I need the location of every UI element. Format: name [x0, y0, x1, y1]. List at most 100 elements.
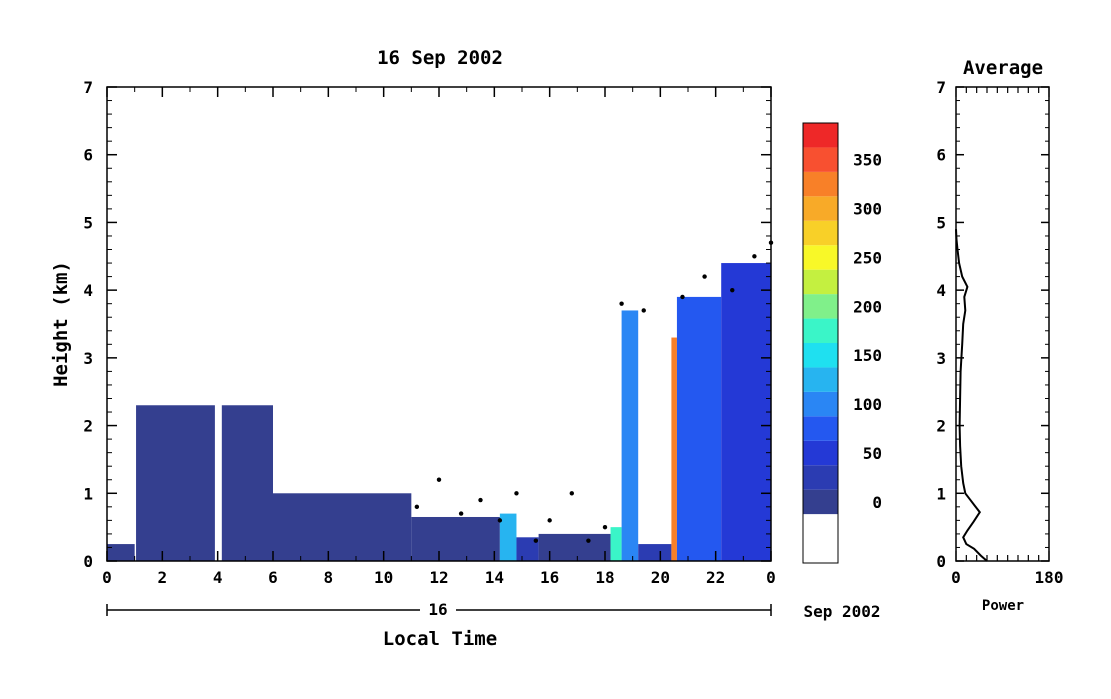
colorbar-cell	[803, 147, 838, 172]
y-tick-label: 7	[83, 78, 93, 97]
x-tick-label: 18	[595, 568, 614, 587]
height-time-heatmap: 16 Sep 2002 0 2 4 6 8 10 12 14 16 18 20 22 0 0123456…	[50, 47, 881, 650]
layer-top-point	[547, 518, 552, 523]
layer-top-point	[414, 504, 420, 510]
layer-top-point	[730, 287, 735, 293]
average-profile-panel: Average 0 1 2 3 4 5 6 7 0 180 Power	[936, 57, 1063, 614]
colorbar-tick-labels: 0 50 100 150 200 250 300 350	[853, 151, 882, 512]
layer-top-point	[752, 254, 757, 259]
heatmap-region	[538, 533, 611, 561]
x-tick-label: 0	[102, 568, 112, 587]
average-x-axis-label: Power	[982, 598, 1024, 614]
colorbar-tick-label: 150	[853, 346, 882, 365]
x-tick-label: 16	[540, 568, 559, 587]
heatmap-region	[221, 405, 273, 561]
heatmap-region	[621, 310, 639, 561]
colorbar-cell	[803, 196, 838, 221]
layer-top-point	[602, 524, 608, 530]
average-x-axis-ticks: 0 180	[951, 87, 1063, 587]
heatmap-region	[136, 405, 215, 561]
heatmap-region	[676, 296, 722, 561]
colorbar: 0 50 100 150 200 250 300 350	[802, 122, 882, 564]
y-tick-label: 3	[83, 349, 93, 368]
colorbar-tick-label: 50	[863, 444, 882, 463]
y-tick-label: 0	[83, 552, 93, 571]
heatmap-region	[671, 337, 677, 561]
layer-top-point	[478, 497, 483, 503]
layer-top-point	[436, 477, 442, 482]
colorbar-tick-label: 200	[853, 297, 882, 316]
x-tick-label: 10	[374, 568, 393, 587]
heatmap-region	[638, 544, 672, 561]
colorbar-tick-label: 100	[853, 395, 882, 414]
layer-top-point	[641, 308, 646, 313]
avg-y-tick-label: 1	[936, 484, 946, 503]
colorbar-cell	[803, 489, 838, 515]
average-y-axis-ticks: 0 1 2 3 4 5 6 7	[936, 78, 1049, 571]
colorbar-cells	[803, 123, 838, 563]
layer-top-point	[514, 491, 519, 496]
heatmap-region	[610, 527, 622, 561]
x-tick-label: 12	[429, 568, 448, 587]
colorbar-frame	[802, 122, 839, 564]
y-axis-label: Height (km)	[50, 261, 72, 387]
colorbar-tick-label: 0	[872, 493, 882, 512]
y-tick-label: 6	[83, 146, 93, 165]
avg-x-tick-label: 0	[951, 568, 961, 587]
heatmap-regions	[107, 263, 771, 561]
colorbar-cell	[803, 269, 838, 295]
colorbar-cell	[803, 343, 838, 368]
x-axis-ticks: 0 2 4 6 8 10 12 14 16 18 20 22 0	[102, 87, 776, 587]
y-tick-label: 5	[83, 213, 93, 232]
heatmap-region	[273, 493, 412, 561]
layer-top-point	[586, 538, 591, 543]
layer-top-point	[533, 538, 539, 543]
colorbar-cell	[803, 367, 838, 392]
heatmap-region	[411, 516, 500, 561]
avg-y-tick-label: 0	[936, 552, 946, 571]
layer-top-point	[497, 518, 503, 523]
date-axis-month-label: Sep 2002	[803, 602, 880, 621]
heatmap-region	[499, 513, 517, 561]
colorbar-cell	[803, 391, 838, 417]
colorbar-tick-label: 300	[853, 200, 882, 219]
colorbar-cell	[803, 318, 838, 343]
avg-y-tick-label: 2	[936, 417, 946, 436]
heatmap-region	[107, 544, 135, 561]
heatmap-region	[721, 263, 771, 561]
y-axis-ticks: 0 1 2 3 4 5 6 7	[83, 78, 771, 571]
colorbar-tick-label: 250	[853, 248, 882, 267]
layer-top-point	[702, 274, 707, 279]
avg-y-tick-label: 4	[936, 281, 946, 300]
layer-top-point	[458, 511, 464, 516]
colorbar-cell	[803, 294, 838, 319]
x-tick-label: 0	[766, 568, 776, 587]
y-tick-label: 2	[83, 417, 93, 436]
x-tick-label: 8	[324, 568, 334, 587]
colorbar-cell	[803, 123, 838, 148]
date-axis-day-label-bg	[420, 602, 456, 618]
colorbar-tick-label: 350	[853, 151, 882, 170]
x-tick-label: 22	[706, 568, 725, 587]
x-tick-label: 6	[268, 568, 278, 587]
x-tick-label: 20	[651, 568, 670, 587]
colorbar-cell	[803, 171, 838, 197]
average-title: Average	[963, 57, 1043, 79]
colorbar-cell	[803, 514, 838, 563]
avg-y-tick-label: 6	[936, 146, 946, 165]
x-axis-label: Local Time	[383, 628, 497, 650]
y-tick-label: 4	[83, 281, 93, 300]
avg-y-tick-label: 3	[936, 349, 946, 368]
avg-y-tick-label: 7	[936, 78, 946, 97]
main-title: 16 Sep 2002	[377, 47, 503, 69]
layer-top-point	[619, 301, 624, 306]
avg-y-tick-label: 5	[936, 213, 946, 232]
average-plot-frame	[955, 86, 1050, 562]
x-tick-label: 2	[158, 568, 168, 587]
colorbar-cell	[803, 416, 838, 441]
y-tick-label: 1	[83, 484, 93, 503]
avg-x-tick-label: 180	[1035, 568, 1064, 587]
colorbar-cell	[803, 465, 838, 490]
date-axis-day-label: 16	[428, 600, 447, 619]
